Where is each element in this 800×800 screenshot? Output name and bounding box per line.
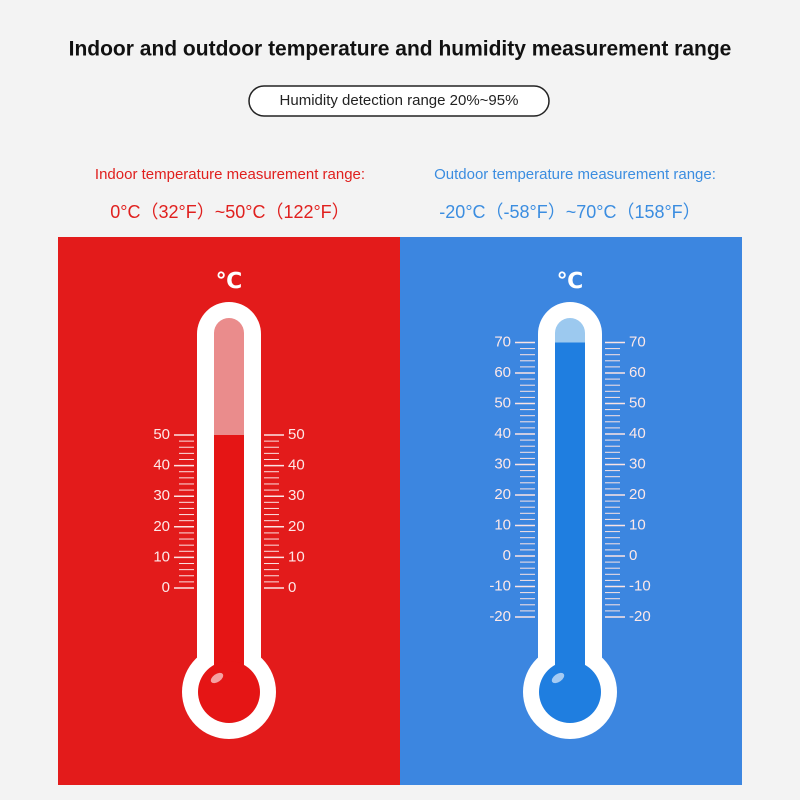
tick-label-right: 20: [629, 486, 646, 503]
tick-label-left: 10: [153, 548, 170, 565]
tick-label-right: 40: [288, 457, 305, 474]
tick-label-left: 40: [153, 457, 170, 474]
bulb-shine: [210, 672, 224, 684]
tick-label-left: 50: [494, 394, 511, 411]
tick-label-right: 0: [629, 547, 637, 564]
tick-label-right: 20: [288, 518, 305, 535]
tick-label-right: 40: [629, 425, 646, 442]
tick-label-right: 0: [288, 579, 296, 596]
indoor-range: 0°C（32°F）~50°C（122°F）: [110, 202, 349, 222]
tick-label-left: 20: [153, 518, 170, 535]
tick-label-left: 20: [494, 486, 511, 503]
badge: Humidity detection range 20%~95%: [280, 92, 519, 109]
tick-label-left: 0: [162, 579, 170, 596]
tick-label-right: 30: [288, 487, 305, 504]
tick-label-left: 40: [494, 425, 511, 442]
outdoor-label: Outdoor temperature measurement range:: [434, 166, 716, 183]
badge-frame: [248, 85, 550, 117]
tick-label-right: -20: [629, 608, 651, 625]
tick-label-left: -20: [489, 608, 511, 625]
tick-label-right: 10: [288, 548, 305, 565]
tick-label-left: 30: [153, 487, 170, 504]
tick-label-right: 60: [629, 364, 646, 381]
unit: ℃: [216, 268, 243, 293]
bulb: [539, 661, 601, 723]
tick-label-left: 60: [494, 364, 511, 381]
tick-label-left: 0: [503, 547, 511, 564]
tick-label-right: 50: [288, 426, 305, 443]
tick-label-right: 70: [629, 333, 646, 350]
tick-label-left: 30: [494, 455, 511, 472]
fill-level: [214, 435, 244, 692]
bulb-shine: [551, 672, 565, 684]
fill-level: [555, 342, 585, 692]
tick-label-right: 10: [629, 516, 646, 533]
outdoor-range: -20°C（-58°F）~70°C（158°F）: [439, 202, 700, 222]
title: Indoor and outdoor temperature and humid…: [69, 38, 732, 61]
tick-label-right: 30: [629, 455, 646, 472]
tick-label-left: 50: [153, 426, 170, 443]
tick-label-left: 70: [494, 333, 511, 350]
tick-label-right: 50: [629, 394, 646, 411]
tick-label-left: 10: [494, 516, 511, 533]
tick-label-left: -10: [489, 577, 511, 594]
tick-label-right: -10: [629, 577, 651, 594]
indoor-label: Indoor temperature measurement range:: [95, 166, 365, 183]
unit: ℃: [557, 268, 584, 293]
bulb: [198, 661, 260, 723]
